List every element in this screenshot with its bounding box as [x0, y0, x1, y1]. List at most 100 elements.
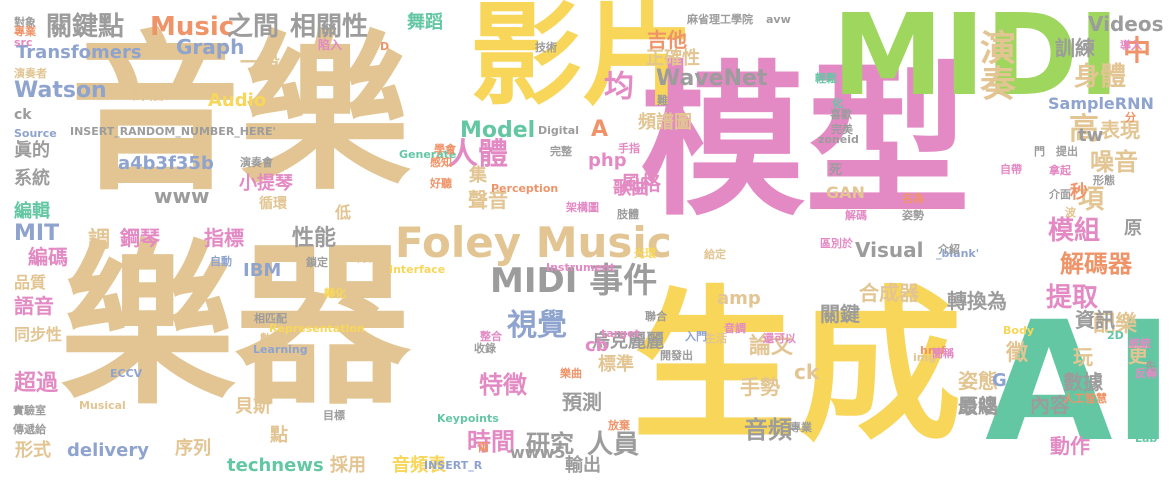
cloud-word: 輕鬆 [815, 72, 837, 85]
cloud-word: 眞的 [14, 140, 50, 161]
cloud-word: 表現 [1100, 118, 1140, 142]
cloud-word: 性能 [292, 226, 337, 251]
cloud-word: 玩 [1073, 345, 1093, 369]
cloud-word: 麻省理工學院 [687, 13, 753, 26]
cloud-word: 品質 [14, 273, 47, 292]
cloud-word: 實驗室 [13, 404, 46, 417]
cloud-word: 形式 [15, 440, 51, 461]
cloud-word: 音樂 [70, 16, 411, 214]
cloud-word: 研究 [350, 245, 386, 266]
cloud-word: MIT [14, 221, 60, 246]
cloud-word: 貝斯 [235, 396, 271, 417]
cloud-word: Source [14, 127, 57, 140]
cloud-word: 兩 [478, 441, 489, 454]
cloud-word: 解碼 [845, 209, 867, 222]
cloud-word: 頻譜圖 [638, 112, 692, 133]
cloud-word: F [907, 114, 915, 127]
cloud-word: 演奏 [974, 29, 1015, 100]
cloud-word: INSERT_RANDOM_NUMBER_HERE' [70, 125, 276, 138]
cloud-word: GAN [826, 183, 865, 202]
cloud-word: 編輯 [14, 201, 50, 222]
cloud-word: 反轉 [1135, 367, 1157, 380]
cloud-word: 手勢 [740, 375, 780, 399]
cloud-word: MIDI 事件 [490, 261, 658, 301]
cloud-word: 2D [1107, 329, 1124, 342]
cloud-word: Watson [14, 78, 107, 103]
cloud-word: Body [1003, 324, 1034, 337]
cloud-word: 身體 [1074, 62, 1127, 92]
cloud-word: 相匹配 [254, 312, 287, 325]
cloud-word: 技術 [535, 41, 557, 54]
cloud-word: 自帶 [1000, 163, 1022, 176]
cloud-word: 難 [657, 94, 668, 107]
cloud-word: INSERT_R [424, 459, 483, 472]
cloud-word: technews [227, 455, 324, 476]
cloud-word: 放棄 [608, 419, 630, 432]
cloud-word: 簡稱 [932, 347, 954, 360]
cloud-word: 解碼器 [1060, 250, 1132, 278]
cloud-word: 形態 [1093, 174, 1115, 187]
cloud-word: Lab [1135, 432, 1158, 445]
cloud-word: 小提琴 [239, 173, 293, 194]
cloud-word: 鎖定 [306, 256, 328, 269]
cloud-word: 訓練 [1055, 36, 1095, 60]
cloud-word: 光環 [634, 247, 656, 260]
cloud-word: 標準 [598, 354, 634, 375]
cloud-word: G [992, 370, 1007, 391]
cloud-word: 專業 [790, 421, 812, 434]
cloud-word: Musical [79, 399, 126, 412]
cloud-word: Foley Music [395, 218, 672, 267]
cloud-word: 編碼 [28, 245, 68, 269]
cloud-word: 提取 [1046, 283, 1099, 313]
cloud-word: 噪音 [1090, 148, 1138, 176]
cloud-word: 模組 [1048, 216, 1101, 246]
cloud-word: Instrument [546, 261, 615, 274]
cloud-word: cb [585, 335, 609, 356]
cloud-word: 還可以 [763, 332, 796, 345]
cloud-word: 演奏會 [240, 156, 273, 169]
cloud-word: 生活 [705, 332, 727, 345]
cloud-word: 門 [1034, 145, 1045, 158]
cloud-word: 影片 [470, 0, 694, 121]
cloud-word: 先 [1145, 360, 1156, 373]
cloud-word: amp [717, 288, 761, 309]
cloud-word: 調 [88, 228, 111, 253]
cloud-word: 專業 [14, 25, 36, 38]
cloud-word: 手指 [618, 142, 640, 155]
cloud-word: 評估 [132, 84, 165, 103]
cloud-word: 中 [1123, 34, 1152, 67]
cloud-word: 集 [466, 165, 487, 183]
cloud-word: 系統 [14, 168, 50, 189]
cloud-word: 音頻表 [392, 455, 446, 476]
cloud-word: ck [794, 360, 820, 384]
cloud-word: img [913, 351, 937, 364]
cloud-word: 化 [832, 97, 843, 110]
cloud-word: 完整 [550, 145, 572, 158]
cloud-word: 序列 [175, 438, 211, 459]
cloud-word: Model [460, 118, 536, 143]
cloud-word: 語音 [14, 294, 54, 318]
cloud-word: Music [150, 12, 235, 42]
cloud-word: IBM [243, 260, 282, 281]
cloud-word: 預測 [562, 390, 602, 414]
cloud-word: 鋼琴 [120, 226, 160, 250]
cloud-word: Representation [269, 322, 365, 335]
cloud-word: 給定 [704, 248, 726, 261]
cloud-word: ck [14, 107, 32, 123]
cloud-word: 數據 [1063, 370, 1103, 394]
cloud-word: 配樂 [1093, 312, 1138, 337]
cloud-word: Perception [491, 182, 559, 195]
cloud-word: www5 [510, 443, 566, 462]
cloud-word: 感知 [430, 156, 452, 169]
cloud-word: a4b3f35b [118, 153, 214, 174]
cloud-word: 高 [1069, 112, 1099, 147]
cloud-word: 肢體 [617, 208, 639, 221]
cloud-word: 目標 [323, 409, 345, 422]
cloud-word: 模型 [640, 46, 970, 238]
cloud-word: 均 [598, 70, 633, 100]
cloud-word: www [154, 184, 210, 208]
cloud-word: 原 [1124, 218, 1142, 239]
cloud-word: href [920, 344, 946, 357]
cloud-word: MIDI [832, 0, 1120, 121]
cloud-word: 入門 [685, 330, 707, 343]
